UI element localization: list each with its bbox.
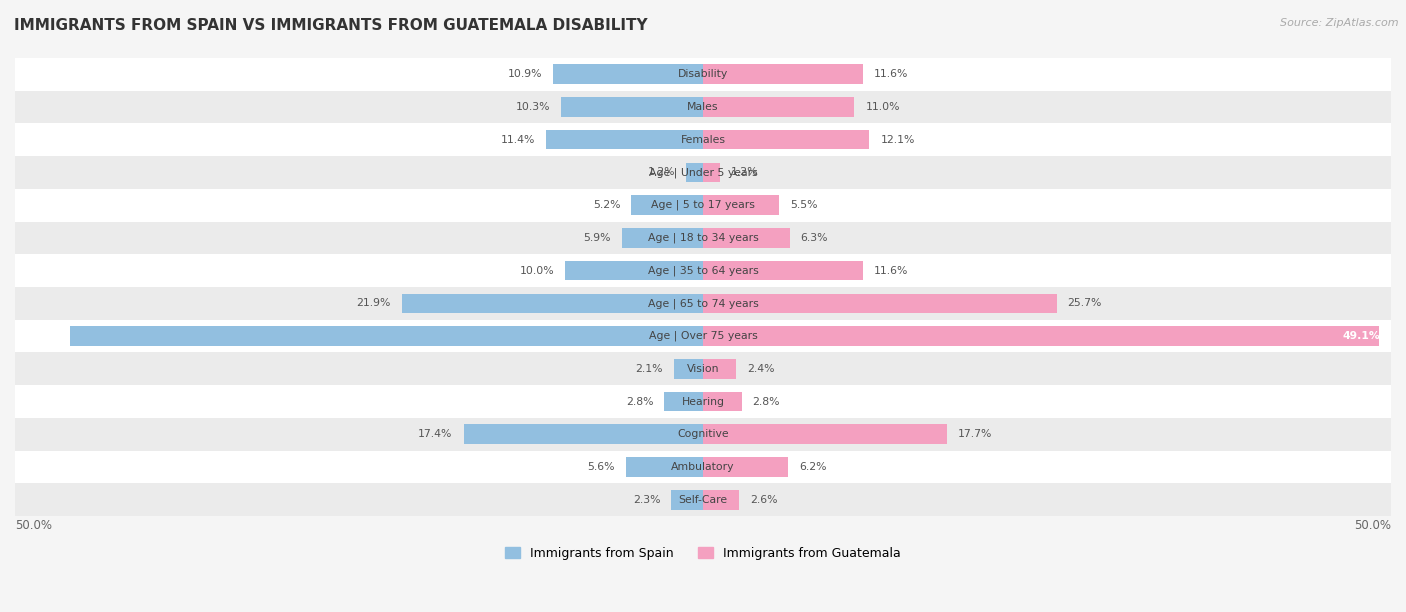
Text: 11.6%: 11.6% xyxy=(873,266,908,275)
Bar xyxy=(15,287,1391,319)
Bar xyxy=(15,319,1391,353)
Text: 2.8%: 2.8% xyxy=(752,397,780,406)
Text: 10.0%: 10.0% xyxy=(520,266,554,275)
Text: Self-Care: Self-Care xyxy=(679,494,727,505)
Text: 10.9%: 10.9% xyxy=(508,69,541,79)
Text: Males: Males xyxy=(688,102,718,112)
Text: 17.4%: 17.4% xyxy=(418,429,453,439)
Bar xyxy=(565,261,703,280)
Bar xyxy=(402,294,703,313)
Bar xyxy=(631,195,703,215)
Bar xyxy=(703,163,720,182)
Text: 2.1%: 2.1% xyxy=(636,364,664,374)
Text: Vision: Vision xyxy=(686,364,720,374)
Text: 50.0%: 50.0% xyxy=(1354,520,1391,532)
Text: Hearing: Hearing xyxy=(682,397,724,406)
Text: 10.3%: 10.3% xyxy=(516,102,550,112)
Text: Females: Females xyxy=(681,135,725,144)
Bar xyxy=(703,130,869,149)
Bar xyxy=(703,228,790,248)
Text: 2.4%: 2.4% xyxy=(747,364,775,374)
Bar xyxy=(15,385,1391,418)
Bar xyxy=(703,261,863,280)
Text: IMMIGRANTS FROM SPAIN VS IMMIGRANTS FROM GUATEMALA DISABILITY: IMMIGRANTS FROM SPAIN VS IMMIGRANTS FROM… xyxy=(14,18,648,34)
Bar xyxy=(703,490,738,510)
Text: Ambulatory: Ambulatory xyxy=(671,462,735,472)
Text: Disability: Disability xyxy=(678,69,728,79)
Text: Age | 18 to 34 years: Age | 18 to 34 years xyxy=(648,233,758,243)
Bar xyxy=(703,326,1379,346)
Bar xyxy=(70,326,703,346)
Bar xyxy=(703,359,735,379)
Text: 6.2%: 6.2% xyxy=(800,462,827,472)
Text: 11.0%: 11.0% xyxy=(865,102,900,112)
Text: Age | 65 to 74 years: Age | 65 to 74 years xyxy=(648,298,758,308)
Bar xyxy=(15,418,1391,450)
Text: 2.3%: 2.3% xyxy=(633,494,661,505)
Text: 5.2%: 5.2% xyxy=(593,200,620,210)
Bar xyxy=(621,228,703,248)
Text: 2.6%: 2.6% xyxy=(749,494,778,505)
Bar xyxy=(15,123,1391,156)
Text: 6.3%: 6.3% xyxy=(800,233,828,243)
Text: 5.6%: 5.6% xyxy=(588,462,614,472)
Text: Source: ZipAtlas.com: Source: ZipAtlas.com xyxy=(1281,18,1399,28)
Text: 17.7%: 17.7% xyxy=(957,429,993,439)
Bar xyxy=(703,195,779,215)
Text: 5.5%: 5.5% xyxy=(790,200,817,210)
Text: 1.2%: 1.2% xyxy=(648,168,675,177)
Text: 49.1%: 49.1% xyxy=(1343,331,1381,341)
Bar xyxy=(703,294,1057,313)
Bar xyxy=(703,457,789,477)
Text: 11.4%: 11.4% xyxy=(501,135,536,144)
Text: 11.6%: 11.6% xyxy=(873,69,908,79)
Text: 46.0%: 46.0% xyxy=(25,331,65,341)
Bar xyxy=(15,450,1391,483)
Text: 5.9%: 5.9% xyxy=(583,233,610,243)
Bar xyxy=(15,91,1391,123)
Bar xyxy=(15,156,1391,188)
Bar xyxy=(703,392,741,411)
Bar xyxy=(15,188,1391,222)
Bar xyxy=(671,490,703,510)
Text: Age | Under 5 years: Age | Under 5 years xyxy=(648,167,758,177)
Bar xyxy=(15,254,1391,287)
Text: Cognitive: Cognitive xyxy=(678,429,728,439)
Bar xyxy=(665,392,703,411)
Bar xyxy=(673,359,703,379)
Bar xyxy=(686,163,703,182)
Bar xyxy=(15,222,1391,254)
Bar xyxy=(561,97,703,117)
Bar xyxy=(15,483,1391,516)
Text: Age | 5 to 17 years: Age | 5 to 17 years xyxy=(651,200,755,211)
Text: 25.7%: 25.7% xyxy=(1067,298,1102,308)
Legend: Immigrants from Spain, Immigrants from Guatemala: Immigrants from Spain, Immigrants from G… xyxy=(499,542,907,565)
Text: 50.0%: 50.0% xyxy=(15,520,52,532)
Text: 21.9%: 21.9% xyxy=(356,298,391,308)
Text: Age | 35 to 64 years: Age | 35 to 64 years xyxy=(648,266,758,276)
Bar xyxy=(15,353,1391,385)
Text: Age | Over 75 years: Age | Over 75 years xyxy=(648,331,758,341)
Text: 1.2%: 1.2% xyxy=(731,168,758,177)
Bar xyxy=(626,457,703,477)
Text: 2.8%: 2.8% xyxy=(626,397,654,406)
Bar xyxy=(546,130,703,149)
Bar xyxy=(703,425,946,444)
Bar xyxy=(703,97,855,117)
Text: 12.1%: 12.1% xyxy=(880,135,915,144)
Bar xyxy=(553,64,703,84)
Bar xyxy=(464,425,703,444)
Bar xyxy=(703,64,863,84)
Bar xyxy=(15,58,1391,91)
